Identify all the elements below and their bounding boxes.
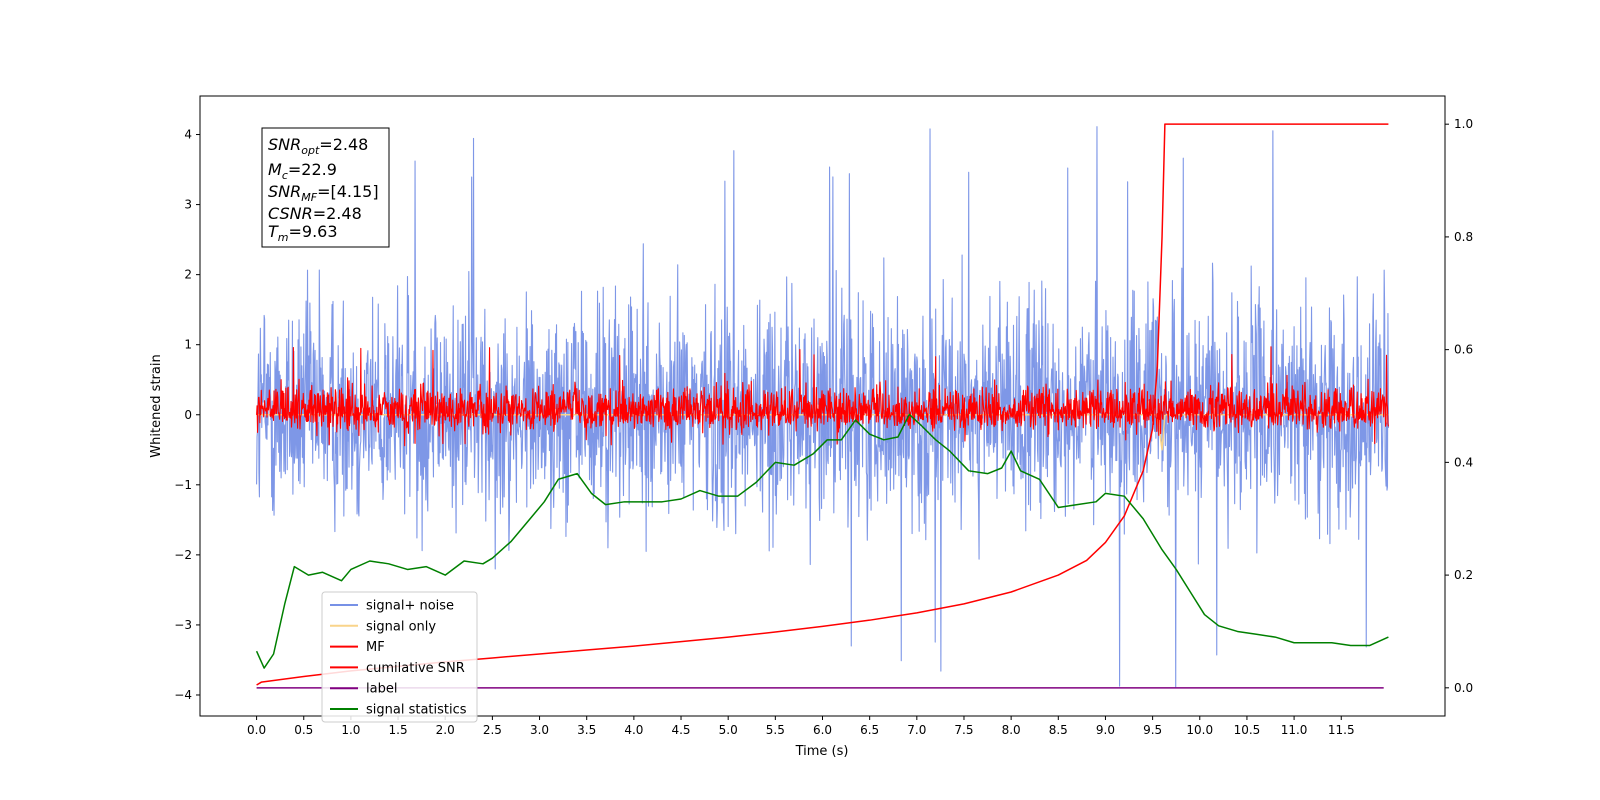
y2-tick-label: 0.2 xyxy=(1454,568,1473,582)
y2-tick-label: 0.0 xyxy=(1454,681,1473,695)
axes: 0.0 0.5 1.0 1.5 2.0 2.5 3.0 3.5 4.0 4.5 5.0 5.5 6.0 6… xyxy=(174,117,1473,737)
x-tick-label: 6.5 xyxy=(860,723,879,737)
x-tick-label: 0.0 xyxy=(247,723,266,737)
info-box: SNRopt=2.48 Mc=22.9 SNRMF=[4.15] CSNR=2.… xyxy=(261,127,390,248)
legend-label-signal-only: signal only xyxy=(366,619,436,634)
x-tick-label: 1.0 xyxy=(341,723,360,737)
x-tick-label: 2.0 xyxy=(436,723,455,737)
y-tick-label: −1 xyxy=(174,478,192,492)
x-tick-label: 9.0 xyxy=(1096,723,1115,737)
series-mf xyxy=(256,346,1389,447)
info-snr-mf: SNRMF=[4.15] xyxy=(268,182,379,204)
y2-tick-label: 0.8 xyxy=(1454,230,1473,244)
legend-label-signal-statistics: signal statistics xyxy=(366,703,467,718)
x-tick-label: 0.5 xyxy=(294,723,313,737)
x-tick-label: 8.5 xyxy=(1049,723,1068,737)
legend-label-signal-noise: signal+ noise xyxy=(366,599,454,614)
legend-frame xyxy=(321,591,478,723)
x-tick-label: 3.0 xyxy=(530,723,549,737)
y-axis-label: Whitened strain xyxy=(149,354,164,457)
x-tick-label: 5.5 xyxy=(766,723,785,737)
x-tick-label: 3.5 xyxy=(577,723,596,737)
x-tick-label: 2.5 xyxy=(483,723,502,737)
x-tick-label: 4.5 xyxy=(671,723,690,737)
y-tick-label: −3 xyxy=(174,618,192,632)
legend-label-mf: MF xyxy=(366,640,385,655)
x-tick-label: 9.5 xyxy=(1143,723,1162,737)
y2-tick-label: 0.4 xyxy=(1454,455,1473,469)
info-box-frame xyxy=(261,127,390,248)
series-signal-statistics xyxy=(255,413,1389,669)
y-tick-label: 3 xyxy=(184,198,192,212)
y-tick-label: 4 xyxy=(184,128,192,142)
legend-label-cumilative-snr: cumilative SNR xyxy=(366,661,465,676)
y2-tick-label: 0.6 xyxy=(1454,343,1473,357)
y-tick-label: 0 xyxy=(184,408,192,422)
y-tick-label: 1 xyxy=(184,338,192,352)
x-tick-label: 8.0 xyxy=(1002,723,1021,737)
y-tick-label: −4 xyxy=(174,688,192,702)
x-tick-label: 10.5 xyxy=(1234,723,1261,737)
y-tick-label: −2 xyxy=(174,548,192,562)
y-tick-label: 2 xyxy=(184,268,192,282)
x-tick-label: 7.0 xyxy=(907,723,926,737)
x-tick-label: 11.5 xyxy=(1328,723,1355,737)
x-tick-label: 5.0 xyxy=(719,723,738,737)
x-axis-label: Time (s) xyxy=(795,744,849,759)
x-tick-label: 7.5 xyxy=(954,723,973,737)
legend-label-label: label xyxy=(366,682,397,697)
y2-tick-label: 1.0 xyxy=(1454,117,1473,131)
x-tick-label: 6.0 xyxy=(813,723,832,737)
x-tick-label: 1.5 xyxy=(389,723,408,737)
info-mc: Mc=22.9 xyxy=(268,160,337,182)
x-tick-label: 11.0 xyxy=(1281,723,1308,737)
info-tm: Tm=9.63 xyxy=(268,222,338,244)
legend: signal+ noise signal only MF cumilative SNR… xyxy=(321,591,478,723)
x-tick-label: 4.0 xyxy=(624,723,643,737)
info-snr-opt: SNRopt=2.48 xyxy=(268,135,368,157)
info-csnr: CSNR=2.48 xyxy=(268,204,362,223)
x-tick-label: 10.0 xyxy=(1186,723,1213,737)
